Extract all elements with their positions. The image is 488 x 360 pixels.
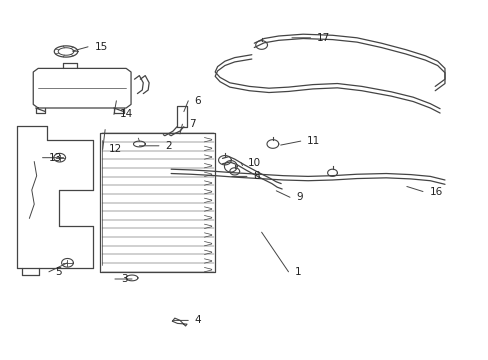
Text: 7: 7 (188, 119, 195, 129)
Text: 9: 9 (296, 192, 303, 202)
Text: 11: 11 (306, 136, 320, 146)
Text: 17: 17 (316, 33, 329, 43)
Text: 10: 10 (247, 158, 260, 168)
Text: 3: 3 (121, 274, 128, 284)
Text: 2: 2 (165, 141, 172, 151)
Text: 1: 1 (294, 267, 301, 277)
Text: 16: 16 (428, 186, 442, 197)
Text: 8: 8 (253, 171, 260, 181)
Text: 13: 13 (49, 153, 62, 163)
Text: 5: 5 (55, 267, 62, 277)
Text: 12: 12 (109, 144, 122, 154)
Text: 15: 15 (94, 42, 107, 52)
Text: 4: 4 (194, 315, 201, 325)
Text: 6: 6 (194, 96, 201, 106)
Text: 14: 14 (120, 109, 133, 120)
